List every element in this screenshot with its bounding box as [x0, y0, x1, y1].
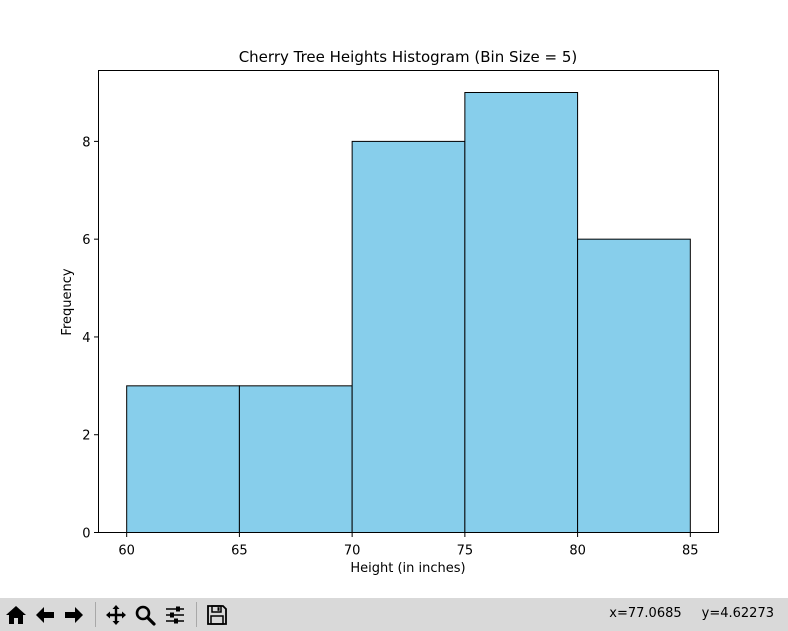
- magnifier-icon: [135, 605, 156, 626]
- y-tick-label: 0: [82, 527, 90, 542]
- forward-arrow-icon: [64, 606, 83, 623]
- y-tick-label: 8: [82, 135, 90, 150]
- axes-frame: [98, 70, 719, 533]
- chart-title: Cherry Tree Heights Histogram (Bin Size …: [239, 48, 578, 66]
- x-tick-label: 60: [118, 544, 135, 559]
- toolbar-separator: [196, 602, 197, 627]
- x-tick-label: 85: [682, 544, 699, 559]
- floppy-disk-icon: [206, 604, 227, 625]
- back-arrow-icon: [35, 606, 54, 623]
- histogram-bars: [126, 92, 691, 534]
- y-coordinate-readout: y=4.62273: [701, 606, 774, 621]
- home-icon: [5, 605, 26, 624]
- x-tick-label: 80: [569, 544, 586, 559]
- y-tick-label: 6: [82, 233, 90, 248]
- histogram-bar-70-75: [351, 140, 466, 533]
- toolbar-separator: [95, 602, 96, 627]
- configure-button[interactable]: [161, 601, 188, 628]
- home-button[interactable]: [2, 601, 29, 628]
- sliders-icon: [165, 606, 184, 623]
- y-tick-label: 2: [82, 429, 90, 444]
- navigation-toolbar: x=77.0685 y=4.62273: [0, 598, 788, 631]
- forward-button[interactable]: [60, 601, 87, 628]
- back-button[interactable]: [31, 601, 58, 628]
- histogram-bar-65-70: [238, 385, 353, 534]
- histogram-bar-60-65: [126, 385, 240, 534]
- x-axis-label: Height (in inches): [350, 561, 465, 576]
- x-coordinate-readout: x=77.0685: [609, 606, 682, 621]
- histogram-bar-75-80: [464, 92, 579, 533]
- y-axis-ticks: 0 2 4 6 8: [82, 135, 99, 542]
- y-tick-label: 4: [82, 331, 90, 346]
- save-button[interactable]: [203, 601, 230, 628]
- x-tick-label: 75: [457, 544, 474, 559]
- move-icon: [105, 604, 126, 625]
- x-tick-label: 70: [344, 544, 361, 559]
- cursor-coordinates: x=77.0685 y=4.62273: [589, 606, 774, 621]
- x-axis-ticks: 60 65 70 75 80 85: [118, 532, 699, 559]
- pan-button[interactable]: [102, 601, 129, 628]
- figure-canvas: Cherry Tree Heights Histogram (Bin Size …: [60, 48, 719, 576]
- x-tick-label: 65: [231, 544, 248, 559]
- y-axis-label: Frequency: [60, 268, 75, 335]
- zoom-button[interactable]: [131, 601, 158, 628]
- histogram-bar-80-85: [577, 238, 691, 534]
